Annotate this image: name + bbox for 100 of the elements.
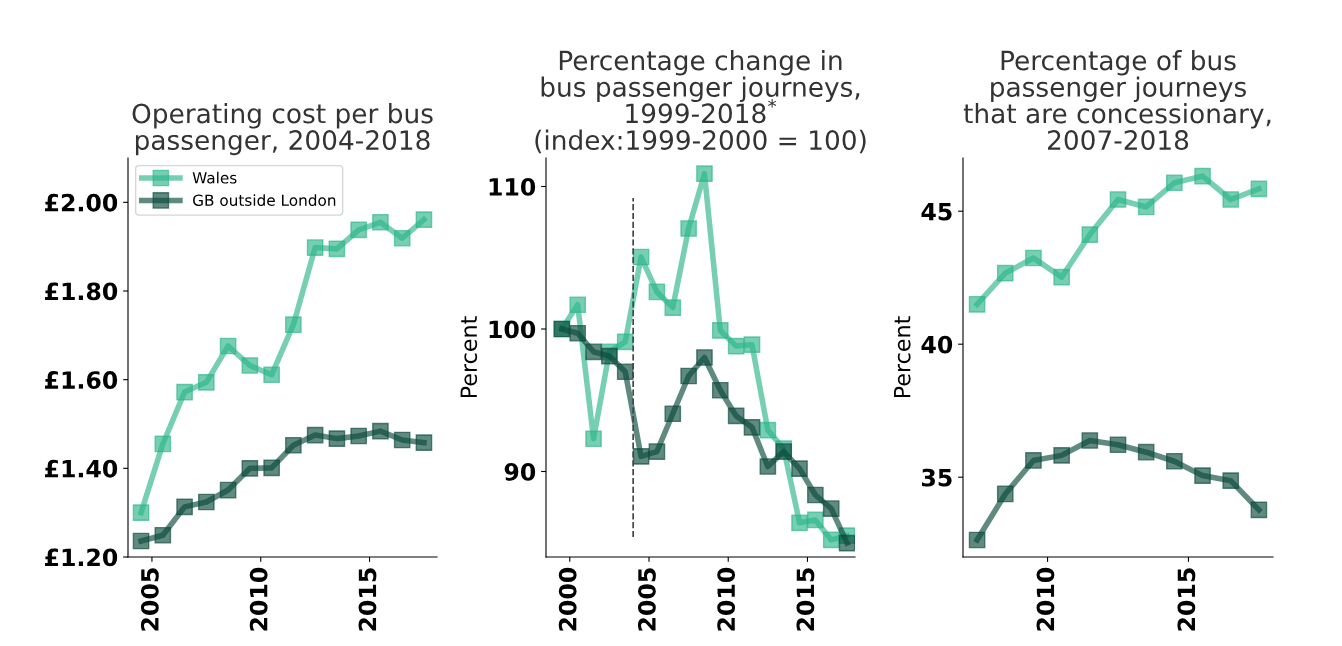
point bbox=[393, 431, 411, 449]
point bbox=[759, 458, 777, 475]
point bbox=[1250, 501, 1268, 519]
point bbox=[328, 240, 346, 258]
point bbox=[743, 418, 761, 436]
point bbox=[263, 459, 280, 477]
y-axis-title: Percent bbox=[894, 316, 911, 398]
chart-title: Percentage of bus passenger journeys that are concessionary, 2007-2018 bbox=[963, 49, 1271, 151]
legend-label: GB outside London bbox=[193, 194, 336, 206]
point bbox=[648, 283, 666, 301]
point bbox=[1109, 436, 1127, 454]
point bbox=[616, 363, 634, 381]
point bbox=[648, 443, 666, 460]
x-tick-label: 2005 bbox=[637, 568, 656, 631]
point bbox=[132, 504, 150, 522]
x-tick-label: 2010 bbox=[249, 567, 268, 631]
point bbox=[350, 221, 367, 239]
point bbox=[350, 427, 367, 445]
y-axis-title: Percent bbox=[460, 316, 478, 398]
point bbox=[632, 448, 650, 465]
point bbox=[393, 229, 411, 247]
point bbox=[198, 373, 215, 391]
point bbox=[1025, 249, 1042, 267]
point bbox=[968, 295, 986, 313]
point bbox=[616, 333, 634, 351]
point bbox=[415, 434, 433, 451]
x-tick-label: 2015 bbox=[796, 568, 815, 631]
x-tick-label: 2015 bbox=[1177, 568, 1196, 631]
point bbox=[219, 481, 237, 499]
point bbox=[664, 405, 682, 423]
y-tick-label: £1.40 bbox=[45, 459, 118, 478]
y-tick-label: 45 bbox=[921, 202, 952, 221]
point bbox=[154, 526, 172, 544]
point bbox=[415, 211, 433, 228]
point bbox=[1166, 452, 1183, 470]
point bbox=[807, 511, 824, 529]
point bbox=[1222, 191, 1240, 208]
point bbox=[1053, 268, 1070, 286]
point bbox=[601, 347, 618, 365]
point bbox=[807, 486, 824, 504]
point bbox=[696, 165, 713, 183]
point bbox=[996, 485, 1014, 503]
point bbox=[585, 430, 602, 448]
point bbox=[680, 367, 697, 385]
point bbox=[1137, 443, 1155, 461]
y-tick-label: 90 bbox=[504, 462, 536, 481]
point bbox=[1250, 180, 1268, 198]
chart-title: Percentage change in bus passenger journeys, 1999-2018$^{*}$ (index:1999-2000 = 100) bbox=[535, 49, 866, 154]
point bbox=[1053, 447, 1070, 464]
point bbox=[822, 500, 840, 517]
point bbox=[219, 337, 237, 355]
point bbox=[241, 459, 259, 477]
point bbox=[1194, 167, 1211, 185]
x-tick-label: 2000 bbox=[558, 567, 577, 631]
point bbox=[285, 316, 302, 334]
x-tick-label: 2010 bbox=[1036, 567, 1055, 631]
point bbox=[711, 381, 729, 399]
point bbox=[727, 337, 745, 355]
point bbox=[1222, 472, 1240, 489]
point bbox=[285, 436, 302, 454]
point bbox=[306, 239, 324, 256]
point bbox=[1137, 198, 1155, 216]
y-tick-label: 35 bbox=[922, 468, 952, 487]
point bbox=[680, 220, 697, 237]
point bbox=[727, 407, 745, 425]
point bbox=[1081, 226, 1099, 243]
point bbox=[569, 296, 587, 314]
point bbox=[585, 343, 602, 361]
point bbox=[711, 322, 729, 339]
point bbox=[791, 514, 808, 532]
point bbox=[664, 299, 682, 316]
x-tick-label: 2005 bbox=[140, 568, 159, 631]
y-tick-label: £1.20 bbox=[45, 548, 118, 567]
point bbox=[306, 426, 324, 444]
point bbox=[743, 336, 761, 354]
point bbox=[132, 532, 150, 550]
point bbox=[154, 435, 172, 453]
legend-label: Wales bbox=[192, 171, 237, 184]
point bbox=[1109, 191, 1127, 208]
point bbox=[372, 213, 389, 231]
point bbox=[176, 383, 193, 401]
point bbox=[696, 349, 713, 366]
point bbox=[241, 357, 259, 374]
point bbox=[372, 422, 389, 440]
chart-title: Operating cost per bus passenger, 2004-2018 bbox=[132, 103, 433, 156]
point bbox=[968, 531, 986, 549]
y-tick-label: 40 bbox=[921, 335, 953, 354]
point bbox=[328, 430, 346, 447]
point bbox=[198, 493, 215, 511]
point bbox=[1166, 174, 1183, 192]
y-tick-label: £1.60 bbox=[45, 371, 118, 389]
point bbox=[838, 534, 855, 552]
point bbox=[1081, 432, 1099, 449]
point bbox=[822, 531, 840, 549]
y-tick-label: 110 bbox=[489, 177, 536, 196]
y-tick-label: 100 bbox=[489, 320, 536, 339]
point bbox=[263, 366, 280, 384]
y-tick-label: £2.00 bbox=[45, 193, 118, 212]
y-tick-label: £1.80 bbox=[45, 282, 118, 301]
point bbox=[791, 460, 808, 477]
